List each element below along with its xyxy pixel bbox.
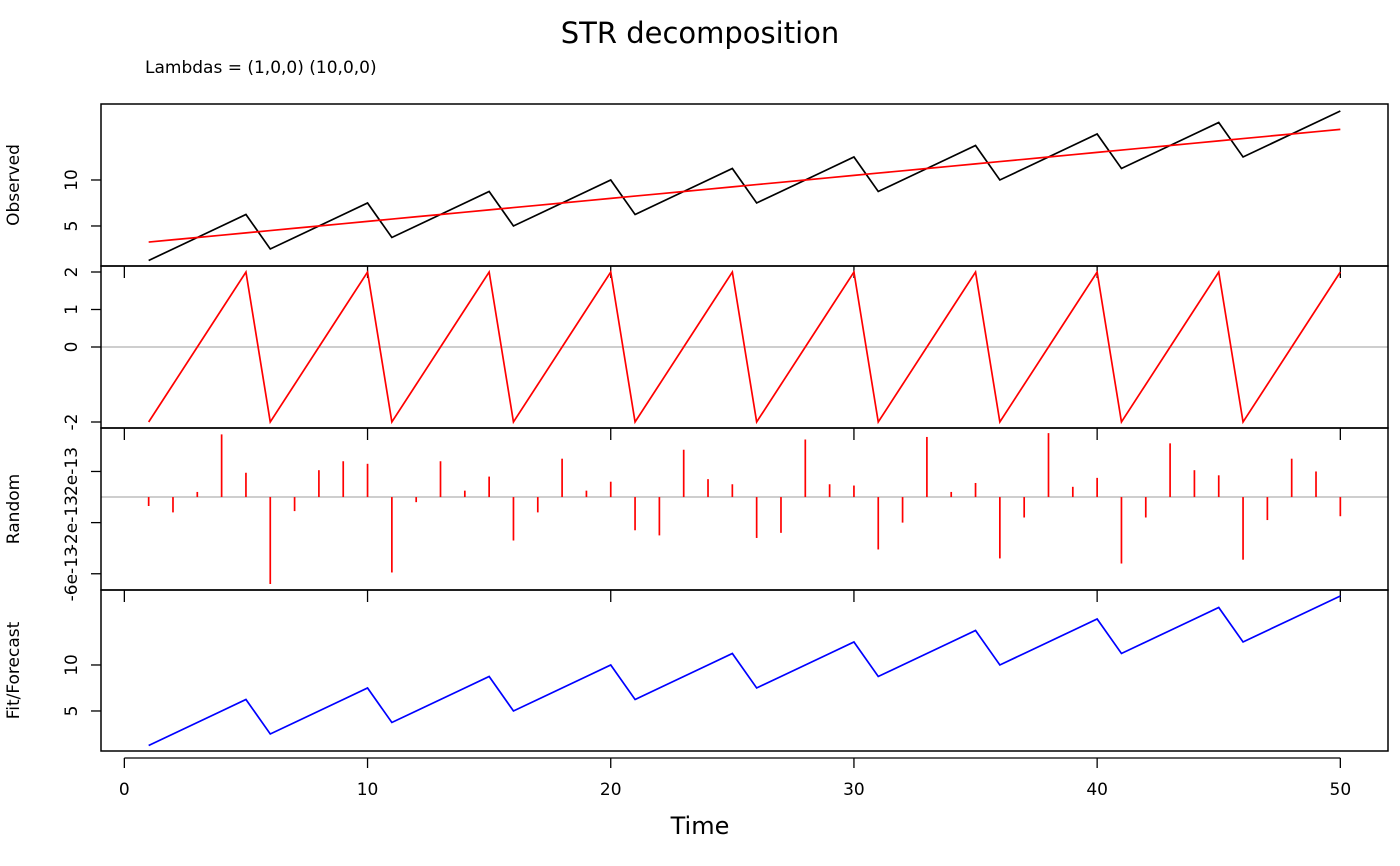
x-tick-label: 50 <box>1330 780 1352 800</box>
series-line <box>147 269 1342 425</box>
chart-title: STR decomposition <box>561 16 840 50</box>
series-line <box>148 595 1341 747</box>
x-tick-label: 20 <box>600 780 622 800</box>
panel-frame <box>100 589 1389 752</box>
chart-subtitle: Lambdas = (1,0,0) (10,0,0) <box>145 58 377 78</box>
x-tick-label: 10 <box>357 780 379 800</box>
x-tick-label: 40 <box>1086 780 1108 800</box>
y-axis-label: Fit/Forecast <box>4 621 24 719</box>
y-tick-label: -2 <box>62 414 82 431</box>
x-tick-label: 0 <box>119 780 130 800</box>
y-axis-label: Observed <box>4 144 24 226</box>
y-tick-label: -6e-13 <box>62 546 82 601</box>
y-tick-label: 10 <box>62 654 82 676</box>
y-tick-label: 1 <box>62 304 82 315</box>
y-tick-label: 2 <box>62 267 82 278</box>
x-tick-label: 30 <box>843 780 865 800</box>
y-tick-label: 10 <box>62 169 82 191</box>
y-tick-label: 5 <box>62 221 82 232</box>
y-tick-label: 5 <box>62 706 82 717</box>
y-tick-label: 2e-13 <box>62 447 82 496</box>
y-axis-label: Random <box>4 474 24 544</box>
y-tick-label: 0 <box>62 342 82 353</box>
x-axis-label: Time <box>670 812 730 840</box>
y-tick-label: -2e-13 <box>62 495 82 550</box>
series-line <box>148 128 1341 243</box>
